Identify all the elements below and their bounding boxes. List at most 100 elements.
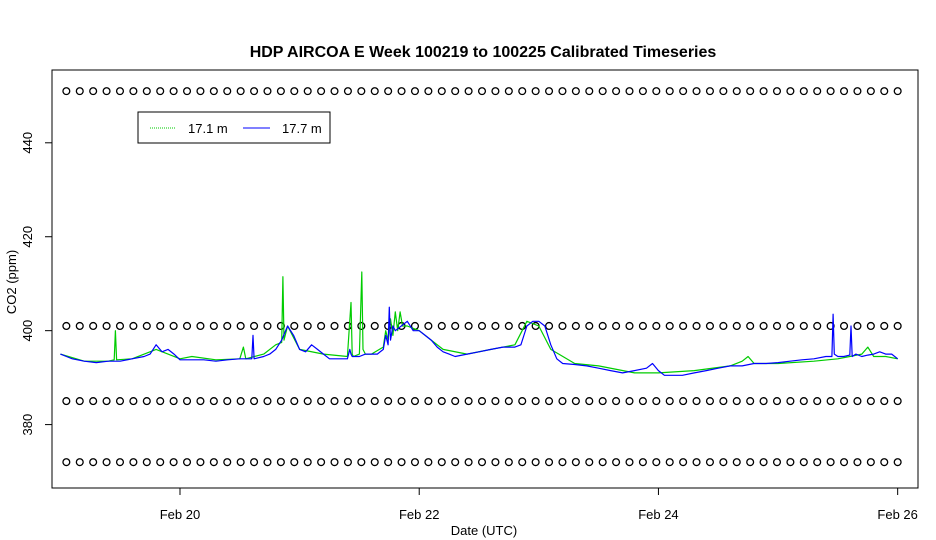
reference-marker <box>291 88 298 95</box>
reference-marker <box>774 323 781 330</box>
reference-marker <box>519 88 526 95</box>
reference-marker <box>572 88 579 95</box>
reference-marker <box>63 323 70 330</box>
reference-marker <box>371 88 378 95</box>
x-tick-label: Feb 22 <box>399 507 439 522</box>
reference-marker <box>546 398 553 405</box>
reference-marker <box>90 323 97 330</box>
reference-marker <box>680 323 687 330</box>
reference-marker <box>693 88 700 95</box>
reference-marker <box>492 88 499 95</box>
reference-marker <box>586 323 593 330</box>
reference-marker <box>707 88 714 95</box>
reference-marker <box>331 88 338 95</box>
reference-marker <box>277 398 284 405</box>
x-tick-label: Feb 24 <box>638 507 678 522</box>
reference-marker <box>774 459 781 466</box>
reference-marker <box>599 398 606 405</box>
reference-marker <box>814 323 821 330</box>
reference-marker <box>465 88 472 95</box>
reference-marker <box>90 398 97 405</box>
reference-marker <box>680 398 687 405</box>
reference-marker <box>640 88 647 95</box>
reference-marker <box>103 398 110 405</box>
reference-marker <box>425 88 432 95</box>
reference-marker <box>733 88 740 95</box>
reference-marker <box>546 323 553 330</box>
reference-marker <box>492 398 499 405</box>
reference-marker <box>666 398 673 405</box>
reference-marker <box>210 459 217 466</box>
reference-marker <box>720 459 727 466</box>
reference-marker <box>251 398 258 405</box>
reference-marker <box>143 459 150 466</box>
reference-marker <box>318 459 325 466</box>
reference-marker <box>76 323 83 330</box>
reference-marker <box>358 459 365 466</box>
reference-marker <box>345 88 352 95</box>
reference-marker <box>264 323 271 330</box>
reference-marker <box>251 459 258 466</box>
reference-marker <box>519 459 526 466</box>
reference-marker <box>532 398 539 405</box>
reference-marker <box>841 323 848 330</box>
reference-marker <box>800 88 807 95</box>
reference-marker <box>680 88 687 95</box>
reference-marker <box>237 323 244 330</box>
reference-marker <box>586 88 593 95</box>
reference-marker <box>760 459 767 466</box>
reference-marker <box>184 323 191 330</box>
reference-marker <box>184 398 191 405</box>
reference-marker <box>385 398 392 405</box>
reference-marker <box>197 398 204 405</box>
reference-marker <box>894 88 901 95</box>
reference-marker <box>492 323 499 330</box>
reference-marker <box>117 88 124 95</box>
reference-marker <box>157 459 164 466</box>
reference-marker <box>291 323 298 330</box>
reference-marker <box>385 88 392 95</box>
reference-marker <box>170 88 177 95</box>
reference-marker <box>197 88 204 95</box>
reference-marker <box>291 459 298 466</box>
reference-marker <box>774 88 781 95</box>
reference-marker <box>546 459 553 466</box>
reference-marker <box>613 88 620 95</box>
reference-marker <box>519 398 526 405</box>
reference-marker <box>666 323 673 330</box>
reference-marker <box>881 398 888 405</box>
reference-marker <box>398 398 405 405</box>
y-axis: 380400420440 <box>20 132 52 436</box>
reference-marker <box>827 398 834 405</box>
reference-marker <box>814 398 821 405</box>
reference-marker <box>251 88 258 95</box>
reference-marker <box>787 398 794 405</box>
reference-marker <box>412 398 419 405</box>
reference-marker <box>599 459 606 466</box>
reference-marker <box>345 323 352 330</box>
reference-marker <box>653 88 660 95</box>
reference-marker <box>774 398 781 405</box>
reference-marker <box>452 398 459 405</box>
reference-marker <box>894 459 901 466</box>
reference-marker <box>224 323 231 330</box>
reference-marker <box>733 323 740 330</box>
reference-marker <box>345 398 352 405</box>
reference-marker <box>720 88 727 95</box>
reference-marker <box>747 88 754 95</box>
reference-marker <box>170 459 177 466</box>
reference-marker <box>130 398 137 405</box>
reference-marker <box>103 88 110 95</box>
reference-marker <box>117 323 124 330</box>
reference-marker <box>559 459 566 466</box>
reference-marker <box>747 459 754 466</box>
reference-marker <box>841 88 848 95</box>
reference-marker <box>760 398 767 405</box>
y-tick-label: 380 <box>20 414 35 436</box>
reference-marker <box>854 323 861 330</box>
reference-marker <box>854 398 861 405</box>
y-axis-label: CO2 (ppm) <box>4 250 19 314</box>
reference-marker <box>546 88 553 95</box>
reference-marker <box>331 459 338 466</box>
